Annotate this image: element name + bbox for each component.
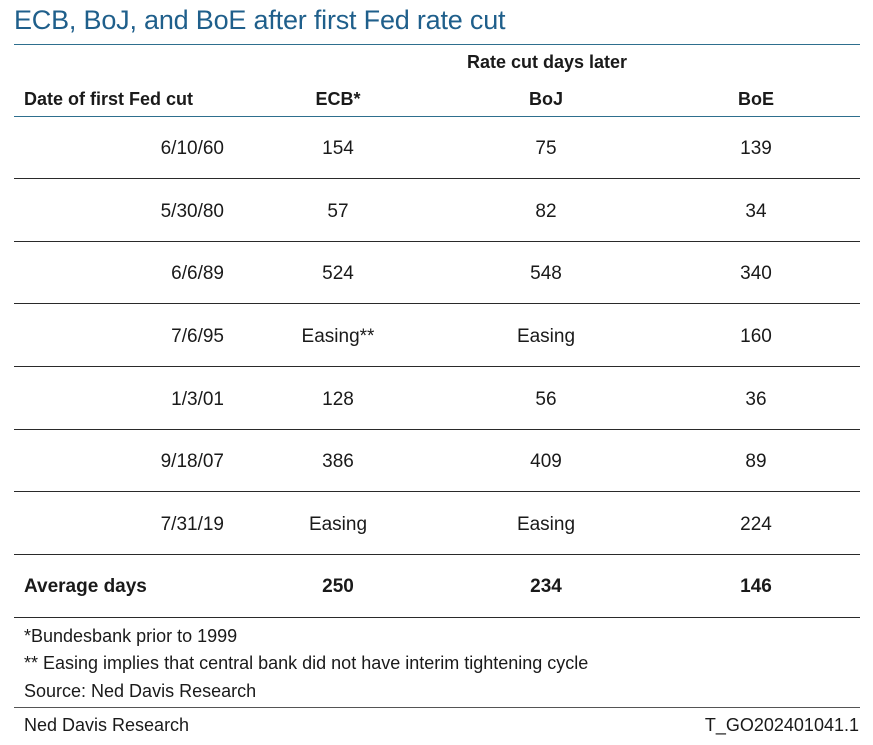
- source-note: Source: Ned Davis Research: [24, 681, 257, 701]
- table-cell-ecb: Easing**: [301, 326, 375, 347]
- table-cell-boe: 36: [745, 389, 767, 410]
- table-cell-boe: 34: [745, 201, 767, 222]
- group-header: Rate cut days later: [466, 52, 628, 72]
- table-cell-date: 7/6/95: [171, 326, 224, 347]
- footer-left: Ned Davis Research: [24, 715, 190, 735]
- title-rule: [14, 44, 860, 45]
- table-cell-boj: 82: [535, 201, 557, 222]
- col-header-ecb: ECB*: [315, 89, 361, 109]
- footer-rule: [14, 707, 860, 708]
- table-cell-ecb: Easing: [308, 514, 368, 535]
- header-rule: [14, 116, 860, 117]
- table-cell-date: 6/10/60: [160, 138, 224, 159]
- table-cell-date: 5/30/80: [160, 201, 224, 222]
- row-divider: [14, 554, 860, 555]
- table-cell-date: 9/18/07: [160, 451, 224, 472]
- col-header-boe: BoE: [738, 89, 774, 109]
- table-cell-date: 6/6/89: [171, 263, 224, 284]
- chart-title: ECB, BoJ, and BoE after first Fed rate c…: [14, 5, 506, 35]
- table-cell-boj: 548: [530, 263, 562, 284]
- row-divider: [14, 429, 860, 430]
- table-cell-boe: 340: [740, 263, 772, 284]
- row-divider: [14, 366, 860, 367]
- table-cell-ecb: 524: [322, 263, 354, 284]
- table-cell-boe: 224: [740, 514, 772, 535]
- row-divider: [14, 303, 860, 304]
- footnote-easing: ** Easing implies that central bank did …: [24, 653, 589, 673]
- table-cell-date: 7/31/19: [160, 514, 224, 535]
- row-divider: [14, 178, 860, 179]
- table-cell-ecb: 57: [327, 201, 349, 222]
- table-cell-boe: 160: [740, 326, 772, 347]
- summary-rule: [14, 617, 860, 618]
- table-cell-date: 1/3/01: [171, 389, 224, 410]
- summary-ecb: 250: [322, 576, 354, 597]
- table-cell-ecb: 386: [322, 451, 354, 472]
- row-divider: [14, 491, 860, 492]
- table-cell-boe: 139: [740, 138, 772, 159]
- summary-label: Average days: [24, 576, 147, 597]
- table-cell-boj: 56: [535, 389, 557, 410]
- footer-right: T_GO202401041.1: [704, 715, 859, 735]
- table-cell-ecb: 128: [322, 389, 354, 410]
- table-cell-boj: 409: [530, 451, 562, 472]
- footnote-bundesbank: *Bundesbank prior to 1999: [24, 626, 238, 646]
- table-cell-boj: 75: [535, 138, 557, 159]
- table-cell-boe: 89: [745, 451, 767, 472]
- table-cell-boj: Easing: [516, 514, 576, 535]
- col-header-date: Date of first Fed cut: [24, 89, 194, 109]
- summary-boe: 146: [740, 576, 772, 597]
- row-divider: [14, 241, 860, 242]
- summary-boj: 234: [530, 576, 562, 597]
- table-cell-ecb: 154: [322, 138, 354, 159]
- col-header-boj: BoJ: [528, 89, 563, 109]
- table-cell-boj: Easing: [516, 326, 576, 347]
